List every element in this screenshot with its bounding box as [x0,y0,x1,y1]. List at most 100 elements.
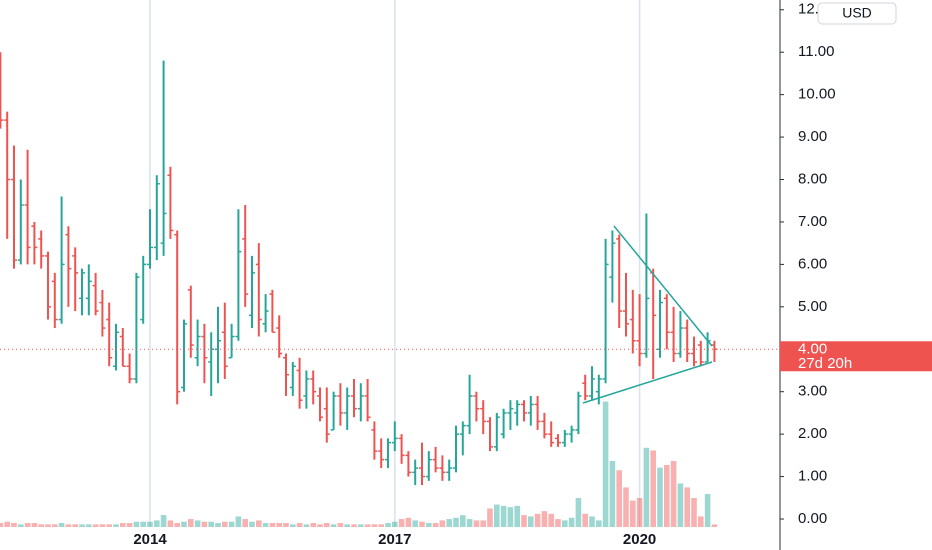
y-tick-label: 6.00 [798,255,827,272]
volume-bar [160,515,167,527]
volume-bar [487,508,493,527]
volume-bar [371,524,378,527]
volume-bar [120,523,126,527]
volume-bar [140,521,146,527]
volume-bar [249,521,255,527]
price-axis: 0.00 1.00 2.00 3.00 4.00 5.00 6.00 7.00 8.00 9.00… [780,1,836,527]
last-price-box [780,341,932,372]
volume-bar [11,523,17,527]
volume-bar [113,524,119,527]
currency-label[interactable]: USD [842,5,872,21]
time-axis: 2014 2017 2020 [133,531,656,548]
volume-bar [38,524,44,527]
volume-bar [466,519,473,527]
volume-bar [521,515,527,527]
last-price-label: 4.00 [798,341,827,358]
y-tick-label: 9.00 [798,128,827,145]
volume-bar [575,497,582,527]
volume-bar [242,519,248,527]
volume-bar [65,524,72,527]
volume-bar [616,470,622,527]
x-tick-label: 2020 [623,531,656,548]
volume-bar [568,517,575,527]
y-tick-label: 3.00 [798,383,827,400]
volume-bar [303,524,310,527]
volume-bar [290,524,296,527]
volume-bar [351,524,357,527]
volume-bar [256,520,262,527]
y-tick-label: 0.00 [798,510,827,527]
volume-bar [45,524,51,527]
y-tick-label: 11.00 [798,43,834,60]
volume-bar [677,483,684,527]
volume-bar [392,521,398,527]
volume-bar [473,520,480,527]
volume-bar [398,519,405,527]
volume-bar [548,513,554,527]
volume-bar [337,523,344,527]
volume-bar [126,523,133,527]
volume-bar [99,524,106,527]
y-tick-label: 8.00 [798,170,827,187]
volume-bar [460,515,466,527]
volume-bar [208,521,214,527]
volume-bar [79,524,85,527]
volume-bar [596,520,602,527]
volume-bar [31,523,38,527]
volume-bar [276,523,282,527]
y-tick-label: 10.00 [798,86,836,103]
volume-bar [167,520,174,527]
volume-bar [507,507,514,527]
volume-bar [670,461,677,527]
volume-bar [405,517,412,527]
volume-layer [0,401,718,527]
volume-bar [317,524,323,527]
volume-bar [72,524,78,527]
volume-bar [528,516,534,527]
volume-bar [691,497,697,527]
y-tick-label: 7.00 [798,213,827,230]
volume-bar [147,521,153,527]
x-tick-label: 2014 [133,531,167,548]
volume-bar [18,524,24,527]
volume-bar [711,524,718,527]
volume-bar [133,521,140,527]
volume-bar [358,524,364,527]
volume-bar [589,516,595,527]
volume-bar [188,519,194,527]
volume-bar [664,464,670,527]
volume-bar [324,523,330,527]
volume-bar [630,500,636,527]
volume-bar [154,520,160,527]
volume-bar [269,523,276,527]
volume-bar [494,504,500,527]
trend-line-upper [613,225,713,347]
volume-bar [201,521,208,527]
volume-bar [364,524,371,527]
volume-bar [704,494,711,527]
x-tick-label: 2017 [378,531,411,548]
volume-bar [235,516,242,527]
volume-bar [623,487,629,527]
volume-bar [439,520,446,527]
volume-bar [58,523,65,527]
volume-bar [419,521,425,527]
volume-bar [602,401,609,527]
volume-bar [222,521,228,527]
volume-bar [24,523,31,527]
volume-bar [480,520,486,527]
volume-bar [541,511,548,527]
volume-bar [385,523,391,527]
volume-bar [228,521,235,527]
currency-button[interactable] [817,2,897,25]
volume-bar [174,523,180,527]
volume-bar [344,524,350,527]
y-tick-label: 2.00 [798,425,827,442]
volume-bar [330,524,337,527]
volume-bar [52,524,58,527]
volume-bar [698,516,704,527]
volume-bar [86,524,92,527]
